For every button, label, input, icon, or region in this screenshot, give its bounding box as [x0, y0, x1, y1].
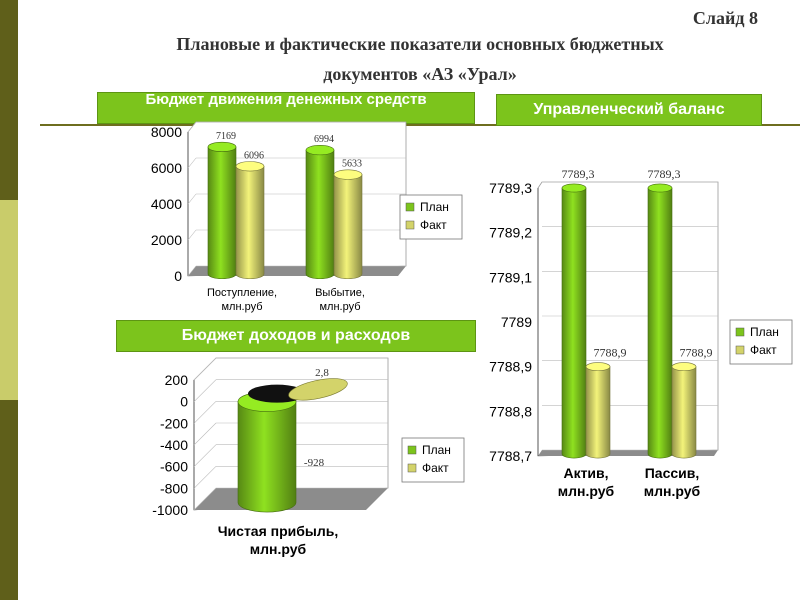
chart1-ytick-3: 6000	[151, 160, 182, 176]
chart3-legend-swatch-0	[407, 445, 417, 455]
chart1-xtick-0-a: Поступление,	[207, 287, 277, 299]
chart3-grid-diag-2	[193, 444, 217, 467]
chart3-ytick-0: -1000	[152, 502, 188, 518]
chart2-bar-0-1-top	[585, 362, 611, 372]
chart3-legend-box	[401, 437, 465, 483]
chart1-value-1-0: 6994	[314, 134, 334, 145]
chart2-value-1-1: 7788,9	[680, 346, 713, 360]
chart1-legend-label-0: План	[420, 200, 449, 214]
chart3-legend-label-0: План	[422, 443, 451, 457]
slide-title-line1: Плановые и фактические показатели основн…	[176, 34, 664, 54]
chart1-xtick-0-b: млн.руб	[221, 301, 262, 313]
chart2-bar-0-0-top	[561, 183, 587, 193]
chart1-bar-1-1-top	[333, 169, 363, 180]
chart3-bar-0-0	[237, 401, 297, 513]
sidebar-block-1	[0, 0, 18, 200]
chart2-xtick-0-b: млн.руб	[558, 483, 615, 499]
chart2-xtick-0-a: Актив,	[563, 465, 608, 481]
chart3-grid-diag-6	[193, 357, 217, 381]
chart2-ytick-1: 7788,8	[489, 403, 532, 419]
chart2-ytick-5: 7789,2	[489, 225, 532, 241]
chart3-grid-diag-1	[193, 466, 217, 489]
header-divider	[40, 124, 800, 126]
chart2-legend-box	[729, 319, 793, 365]
chart1-ytick-1: 2000	[151, 232, 182, 248]
chart1-ytick-2: 4000	[151, 196, 182, 212]
chart1-ytick-4: 8000	[151, 124, 182, 140]
chart1-bar-0-0-top	[207, 141, 237, 153]
chart2-ytick-0: 7788,7	[489, 448, 532, 464]
chart2-value-1-0: 7789,3	[648, 167, 681, 181]
chart2-legend-label-0: План	[750, 325, 779, 339]
chart1-xtick-1-b: млн.руб	[319, 301, 360, 313]
chart2-bar-0-1	[585, 366, 611, 459]
banner-balance: Управленческий баланс	[496, 94, 762, 126]
chart2-ytick-6: 7789,3	[489, 180, 532, 196]
chart1-legend-swatch-1	[405, 220, 415, 230]
chart3-grid-diag-0	[193, 487, 217, 511]
banner-income: Бюджет доходов и расходов	[116, 320, 476, 352]
chart1-bar-1-0	[305, 149, 335, 280]
chart1-grid-diag-2	[187, 193, 197, 205]
sidebar-block-2	[0, 200, 18, 400]
chart2-legend-swatch-1	[735, 345, 745, 355]
chart1-legend-swatch-0	[405, 202, 415, 212]
chart2-bar-1-0	[647, 187, 673, 459]
chart3-bar-0-1	[288, 378, 348, 401]
slide-title-line2: документов «АЗ «Урал»	[323, 64, 517, 84]
chart1-bar-0-0	[207, 146, 237, 280]
chart1-grid-diag-3	[187, 157, 197, 169]
chart2-legend-label-1: Факт	[750, 343, 777, 357]
chart3-grid-diag-4	[193, 401, 217, 424]
chart3-xtick-0-a: Чистая прибыль,	[218, 523, 339, 539]
chart2-xtick-1-a: Пассив,	[645, 465, 700, 481]
chart3-grid-diag-5	[193, 379, 217, 402]
chart3-ytick-2: -600	[160, 459, 188, 475]
chart2-bar-1-0-top	[647, 183, 673, 193]
chart3-ytick-3: -400	[160, 437, 188, 453]
chart3-value-0-0: -928	[304, 457, 325, 469]
chart3-legend-label-1: Факт	[422, 461, 449, 475]
chart2-ytick-4: 7789,1	[489, 269, 532, 285]
banner-cash-flow: Бюджет движения денежных средств	[97, 92, 475, 124]
chart1-bar-0-1-top	[235, 161, 265, 172]
chart3-value-0-1: 2,8	[315, 367, 329, 379]
slide-number: Слайд 8	[692, 8, 758, 28]
chart1-value-0-0: 7169	[216, 131, 236, 142]
chart1-bar-1-0-top	[305, 145, 335, 156]
chart2-xtick-1-b: млн.руб	[644, 483, 701, 499]
chart3-ytick-4: -200	[160, 415, 188, 431]
chart2-ytick-2: 7788,9	[489, 359, 532, 375]
chart1-value-1-1: 5633	[342, 159, 362, 170]
sidebar-block-3	[0, 400, 18, 600]
chart2-bar-0-0	[561, 187, 587, 459]
chart3-xtick-0-b: млн.руб	[250, 541, 307, 557]
chart1-legend-label-1: Факт	[420, 218, 447, 232]
chart2-bar-1-1	[671, 366, 697, 459]
chart3-grid-diag-3	[193, 422, 217, 446]
chart1-bar-0-1	[235, 165, 265, 280]
chart1-grid-diag-4	[187, 121, 197, 133]
chart3-ytick-1: -800	[160, 480, 188, 496]
chart2-legend-swatch-0	[735, 327, 745, 337]
chart2-bar-1-1-top	[671, 362, 697, 372]
chart1-grid-diag-1	[187, 229, 197, 241]
chart1-legend-box	[399, 194, 463, 240]
chart1-ytick-0: 0	[174, 268, 182, 284]
chart1-value-0-1: 6096	[244, 150, 264, 161]
chart3-ytick-6: 200	[165, 372, 189, 388]
chart3-ytick-5: 0	[180, 394, 188, 410]
chart1-xtick-1-a: Выбытие,	[315, 287, 365, 299]
chart1-grid-diag-0	[187, 265, 197, 277]
chart1-bar-1-1	[333, 174, 363, 280]
chart2-ytick-3: 7789	[501, 314, 532, 330]
chart3-legend-swatch-1	[407, 463, 417, 473]
chart2-value-0-0: 7789,3	[562, 167, 595, 181]
chart2-value-0-1: 7788,9	[594, 346, 627, 360]
